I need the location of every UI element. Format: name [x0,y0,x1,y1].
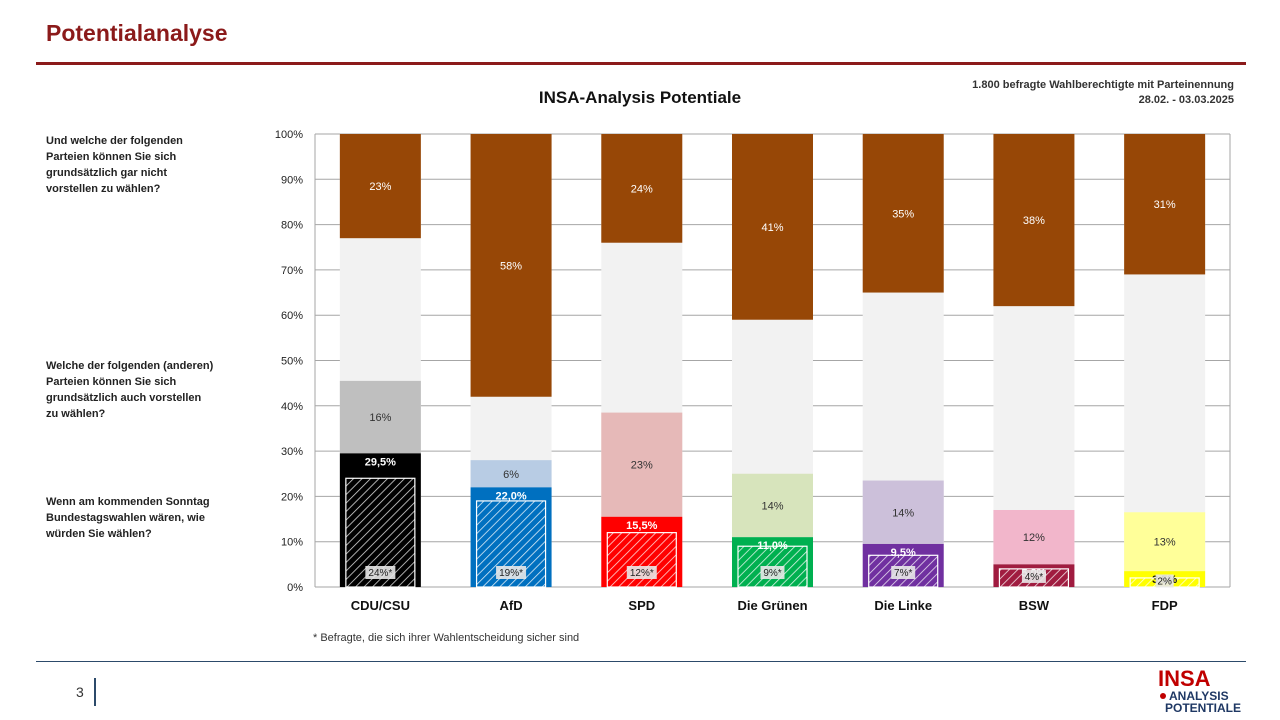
sample-note: 1.800 befragte Wahlberechtigte mit Parte… [972,78,1234,108]
label-potential: 23% [631,460,653,472]
bar-potential [339,380,421,454]
sample-note-line2: 28.02. - 03.03.2025 [1138,94,1234,106]
label-decided: 19%* [499,568,523,579]
label-rejection: 31% [1154,199,1176,211]
y-tick-label: 70% [281,265,303,277]
label-decided: 7%* [894,568,912,579]
y-tick-label: 40% [281,401,303,413]
label-rejection: 23% [369,181,391,193]
x-category-label: CDU/CSU [351,598,410,613]
y-tick-label: 100% [275,129,303,141]
label-decided: 12%* [630,568,654,579]
label-vote: 9,5% [891,547,916,559]
label-potential: 12% [1023,532,1045,544]
label-potential: 16% [369,412,391,424]
bar-rejection [732,134,813,320]
page-number-bar [94,678,96,706]
label-rejection: 38% [1023,215,1045,227]
logo-analysis: ANALYSIS [1169,689,1229,703]
label-decided-box [365,566,396,579]
y-tick-label: 90% [281,174,303,186]
label-rejection: 24% [631,183,653,195]
x-category-label: AfD [500,598,523,613]
x-category-label: BSW [1019,598,1050,613]
y-tick-label: 30% [281,446,303,458]
sample-note-line1: 1.800 befragte Wahlberechtigte mit Parte… [972,79,1234,91]
label-vote: 11,0% [757,540,788,552]
label-decided: 4%* [1025,572,1043,583]
y-tick-label: 0% [287,582,303,594]
x-category-label: FDP [1152,598,1178,613]
bar-potential [862,480,944,544]
bar-potential [732,473,813,538]
title-divider [36,62,1246,65]
bar-rejection [339,134,421,239]
label-decided-box [1021,569,1046,583]
y-tick-label: 20% [281,491,303,503]
label-rejection: 41% [761,222,783,234]
label-decided-box [626,566,657,579]
label-decided-box [891,566,916,579]
page-number: 3 [76,684,84,700]
label-rejection: 58% [500,260,522,272]
label-potential: 13% [1154,537,1176,549]
y-tick-label: 80% [281,220,303,232]
label-decided: 24%* [368,568,392,579]
label-decided-box [760,566,785,579]
label-vote: 29,5% [365,456,396,468]
bar-rejection [1124,134,1206,275]
label-decided: 2% [1157,576,1172,587]
bar-potential [601,412,683,517]
bar-rejection [470,134,552,397]
insa-logo: INSA ANALYSIS POTENTIALE [1158,666,1241,715]
question-potential: Welche der folgenden (anderen) Parteien … [46,360,214,420]
logo-potentiale: POTENTIALE [1165,701,1241,715]
x-category-label: Die Grünen [737,598,807,613]
y-tick-label: 10% [281,537,303,549]
label-potential: 14% [761,500,783,512]
chart-title: INSA-Analysis Potentiale [539,88,741,107]
bar-rejection [601,134,683,243]
label-vote: 22,0% [495,490,526,502]
question-vote: Wenn am kommenden Sonntag Bundestagswahl… [46,496,210,540]
logo-insa: INSA [1158,666,1211,691]
x-category-label: Die Linke [874,598,932,613]
bar-rejection [993,134,1075,307]
bar-potential [470,460,552,488]
label-potential: 6% [503,469,519,481]
label-vote: 15,5% [626,520,657,532]
bar-potential [993,509,1075,565]
question-rejection: Und welche der folgenden Parteien können… [46,135,183,195]
label-potential: 14% [892,507,914,519]
logo-dot-icon [1160,693,1166,699]
page-title: Potentialanalyse [46,20,228,46]
footer-divider [36,661,1246,662]
label-decided-box [1155,574,1174,588]
footnote: * Befragte, die sich ihrer Wahlentscheid… [313,632,580,644]
label-rejection: 35% [892,208,914,220]
y-tick-label: 50% [281,356,303,368]
bar-rejection [862,134,944,293]
x-category-label: SPD [628,598,655,613]
label-decided-box [496,566,527,579]
y-tick-label: 60% [281,310,303,322]
bar-potential [1124,512,1206,572]
label-decided: 9%* [763,568,781,579]
